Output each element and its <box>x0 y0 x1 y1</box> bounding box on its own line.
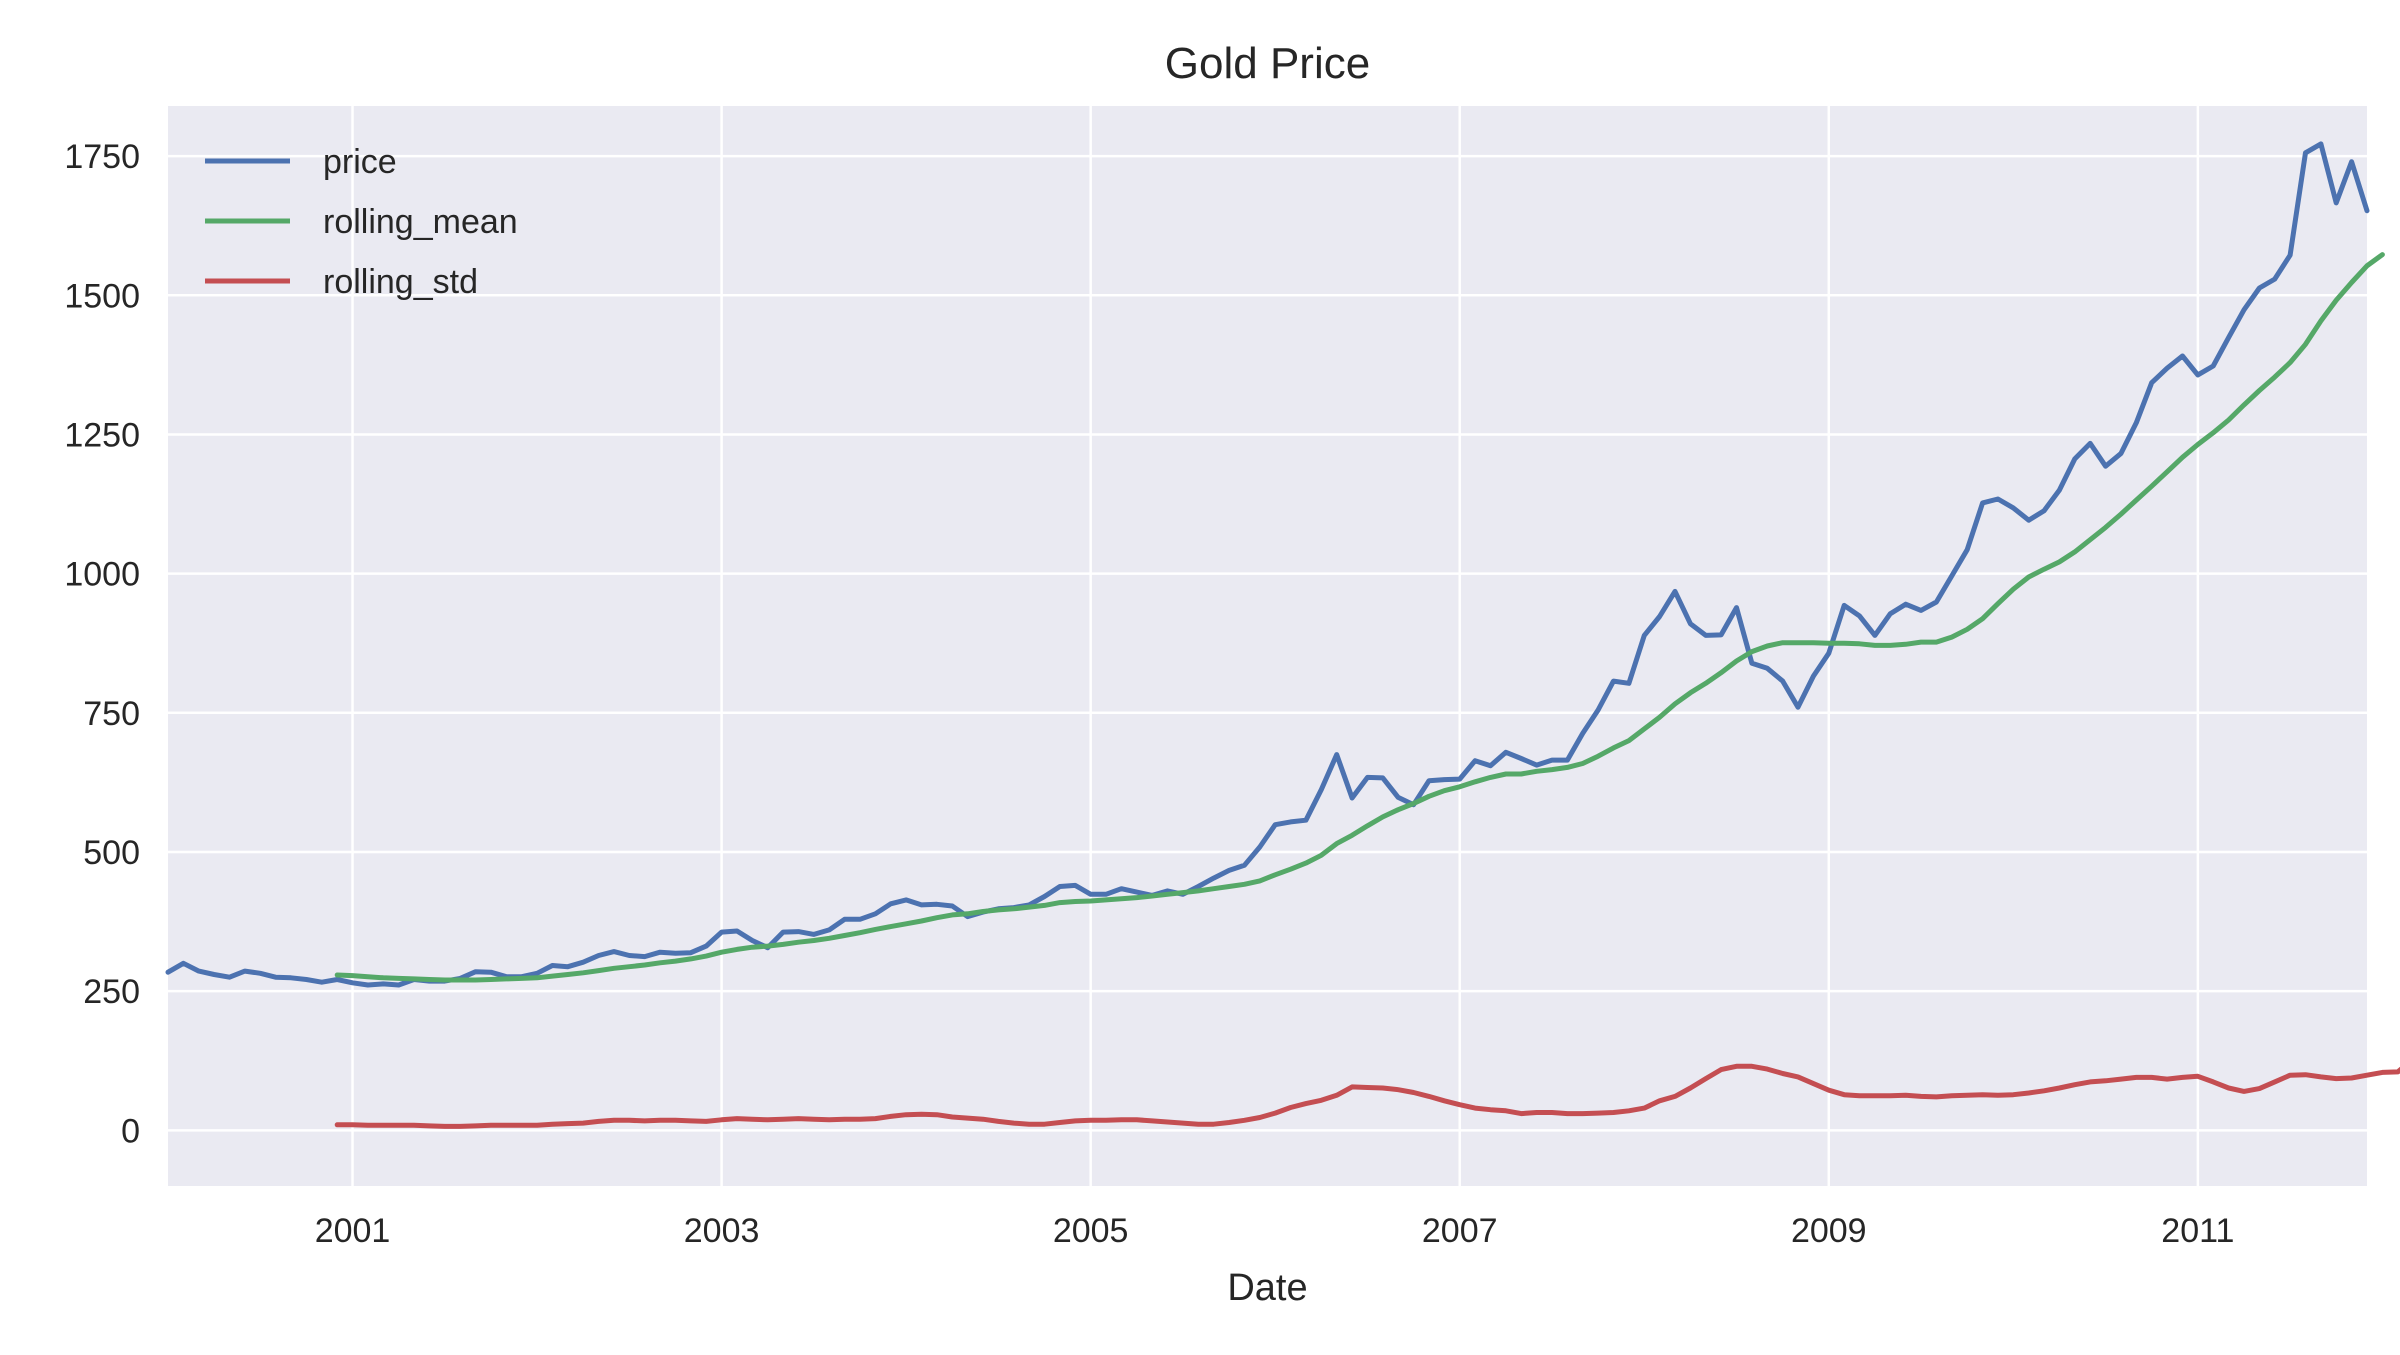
plot-background <box>168 106 2367 1186</box>
x-tick-label: 2001 <box>315 1212 391 1250</box>
y-tick-label: 1500 <box>64 277 140 315</box>
x-tick-label: 2005 <box>1053 1212 1129 1250</box>
y-tick-label: 250 <box>83 973 140 1011</box>
y-tick-label: 1250 <box>64 416 140 454</box>
chart-title: Gold Price <box>1165 39 1370 88</box>
legend-label-price: price <box>323 143 397 181</box>
legend-label-rolling-std: rolling_std <box>323 263 478 301</box>
y-tick-label: 1750 <box>64 138 140 176</box>
x-tick-label: 2011 <box>2161 1212 2234 1250</box>
x-tick-label: 2009 <box>1791 1212 1867 1250</box>
x-tick-label: 2007 <box>1422 1212 1498 1250</box>
legend-label-rolling-mean: rolling_mean <box>323 203 518 241</box>
y-tick-label: 750 <box>83 695 140 733</box>
y-tick-label: 1000 <box>64 556 140 594</box>
x-tick-label: 2003 <box>684 1212 760 1250</box>
y-tick-label: 500 <box>83 834 140 872</box>
x-axis-title: Date <box>1227 1267 1307 1309</box>
y-tick-label: 0 <box>121 1112 140 1150</box>
